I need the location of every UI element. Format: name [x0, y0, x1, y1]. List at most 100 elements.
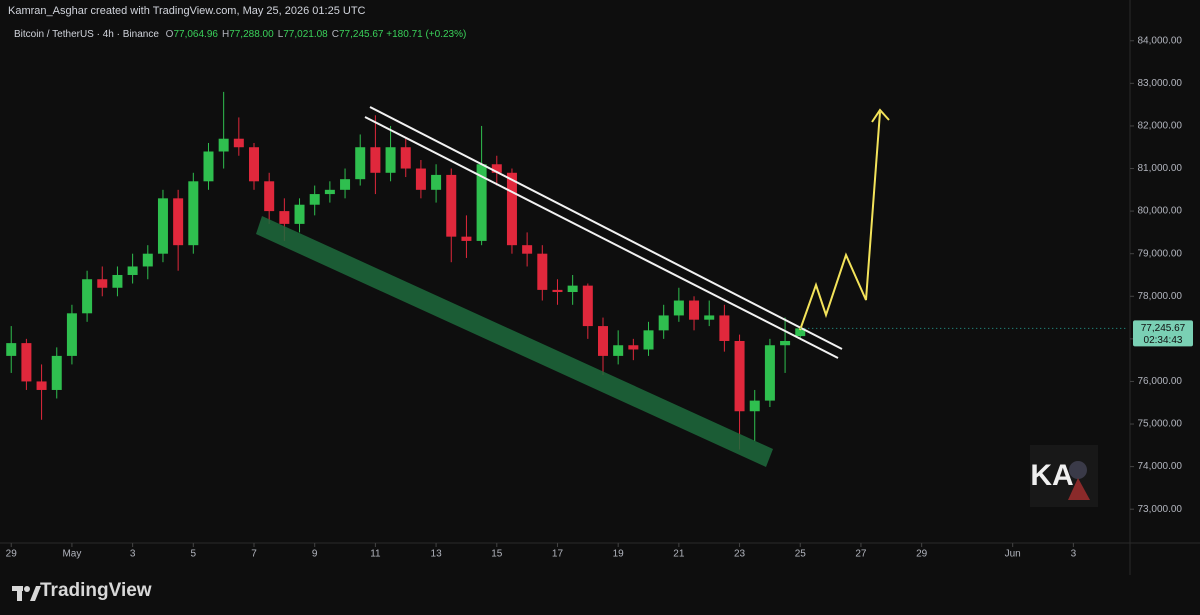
y-tick-label: 81,000.00	[1138, 163, 1183, 174]
candle-body	[597, 326, 608, 356]
projection-arrow	[871, 108, 890, 123]
ohlc-key: H	[221, 29, 230, 40]
candle-body	[203, 151, 214, 182]
plot	[6, 91, 806, 450]
x-tick-label: 7	[251, 549, 257, 560]
candle-body	[233, 138, 244, 148]
candle-body	[97, 279, 108, 288]
y-tick-label: 83,000.00	[1138, 78, 1183, 89]
candle-body	[127, 266, 138, 275]
candle-body	[673, 300, 684, 316]
x-tick-label: 19	[613, 549, 625, 560]
candle-body	[355, 147, 366, 180]
x-tick-label: 15	[491, 549, 503, 560]
candle-body	[764, 345, 775, 401]
candle-body	[66, 313, 77, 356]
candle-body	[173, 198, 184, 246]
y-tick-label: 84,000.00	[1138, 35, 1183, 46]
ohlc-value: 77,064.96	[173, 29, 218, 40]
candle-body	[780, 340, 791, 346]
candle-body	[719, 315, 730, 341]
candle-body	[142, 253, 153, 267]
candle-body	[36, 381, 47, 390]
trend-line	[364, 116, 839, 359]
candle-body	[112, 274, 123, 288]
candle-body	[51, 355, 62, 390]
ohlc-value: 77,288.00	[229, 29, 274, 40]
x-tick-label: Jun	[1005, 549, 1021, 560]
candle-body	[689, 300, 700, 320]
candle-body	[21, 343, 32, 382]
candle-body	[400, 147, 411, 169]
candle-body	[188, 181, 199, 246]
price-tag-countdown: 02:34:43	[1144, 335, 1183, 346]
projection-path	[799, 111, 881, 331]
x-tick-label: 23	[734, 549, 746, 560]
candle-body	[537, 253, 548, 290]
candle-body	[658, 315, 669, 331]
y-tick-label: 80,000.00	[1138, 206, 1183, 217]
x-tick-label: 13	[431, 549, 443, 560]
watermark-text: KA	[1030, 459, 1073, 492]
x-tick-label: 9	[312, 549, 318, 560]
x-tick-label: 29	[6, 549, 18, 560]
footer: TradingView	[0, 575, 1200, 615]
x-tick-label: May	[62, 549, 81, 560]
x-tick-label: 25	[795, 549, 807, 560]
chart: KA 73,000.00 74,000.00 75,000.00 76,000.00 7…	[0, 0, 1200, 575]
x-tick-label: 27	[855, 549, 867, 560]
candle-body	[294, 204, 305, 224]
brand-logo	[12, 586, 41, 601]
candle-body	[264, 181, 275, 212]
ohlc-key: O	[165, 29, 174, 40]
header: Kamran_Asghar created with TradingView.c…	[8, 5, 366, 17]
candle-body	[749, 400, 760, 412]
candle-body	[476, 164, 487, 241]
symbol: Bitcoin / TetherUS · 4h · Binance	[14, 29, 159, 40]
candle-body	[491, 164, 502, 173]
candle-body	[506, 172, 517, 246]
candle-body	[734, 340, 745, 412]
price-tag-value: 77,245.67	[1141, 323, 1186, 334]
candle-body	[82, 279, 93, 314]
watermark: KA	[1030, 445, 1098, 507]
x-tick-label: 17	[552, 549, 564, 560]
candle-body	[279, 211, 290, 224]
candle-body	[461, 236, 472, 241]
x-tick-label: 11	[370, 549, 381, 560]
ohlc-value: 77,245.67	[338, 29, 384, 40]
y-tick-label: 78,000.00	[1138, 291, 1183, 302]
x-tick-label: 3	[1071, 549, 1077, 560]
candle-body	[324, 189, 335, 195]
y-tick-label: 79,000.00	[1138, 248, 1183, 259]
candle-body	[6, 343, 17, 356]
candle-body	[431, 174, 442, 190]
trend-line	[369, 106, 843, 350]
y-tick-label: 73,000.00	[1138, 504, 1183, 515]
candle-body	[415, 168, 426, 190]
y-tick-label: 76,000.00	[1138, 376, 1183, 387]
ohlc-key: C	[331, 29, 339, 40]
price-tag	[1133, 320, 1193, 347]
channel-band	[256, 216, 773, 467]
x-tick-label: 29	[916, 549, 928, 560]
x-tick-label: 5	[191, 549, 197, 560]
y-tick-label: 74,000.00	[1138, 461, 1183, 472]
candle-body	[385, 147, 396, 173]
candle-body	[157, 198, 168, 254]
ohlc-value: 77,021.08	[283, 29, 328, 40]
candle-body	[249, 147, 260, 182]
x-tick-label: 3	[130, 549, 136, 560]
candle-body	[613, 345, 624, 356]
y-tick-label: 82,000.00	[1138, 121, 1183, 132]
candle-body	[704, 315, 715, 320]
candle-body	[582, 285, 593, 327]
y-tick-label: 75,000.00	[1138, 419, 1183, 430]
candle-body	[522, 245, 533, 254]
x-tick-label: 21	[673, 549, 685, 560]
change: +180.71 (+0.23%)	[386, 29, 467, 40]
candle-body	[370, 147, 381, 173]
candle-body	[218, 138, 229, 152]
candle-body	[446, 174, 457, 237]
